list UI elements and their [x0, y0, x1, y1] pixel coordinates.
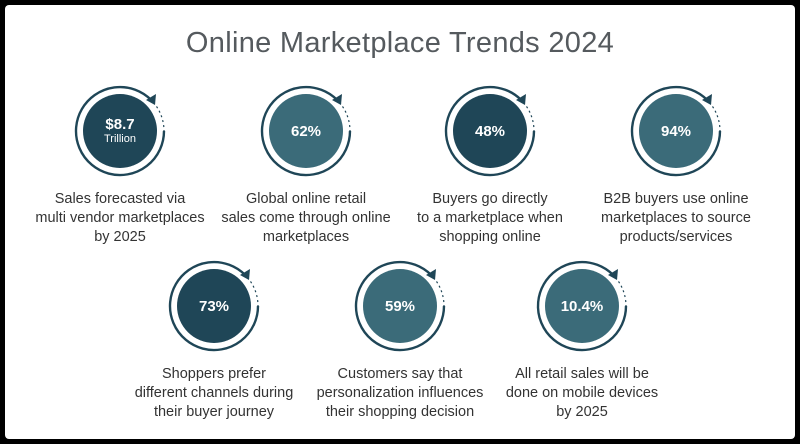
ring-arrow-icon — [536, 260, 628, 352]
stat-description: Customers say that personalization influ… — [300, 365, 500, 422]
stat-unit: Trillion — [104, 133, 136, 145]
stat-description: Shoppers prefer different channels durin… — [114, 365, 314, 422]
stat-value-disc: 73% — [177, 269, 251, 343]
stat-item-global-retail: 62% Global online retail sales come thro… — [206, 76, 406, 247]
description-line: different channels during — [134, 385, 294, 401]
stat-value: 48% — [474, 122, 506, 140]
stat-item-mobile-sales: 10.4% All retail sales will be done on m… — [482, 251, 682, 422]
ring-arrow-icon — [260, 85, 352, 177]
description-line: All retail sales will be — [515, 366, 649, 382]
description-line: marketplaces to source — [601, 210, 751, 226]
stat-item-sales-forecast: $8.7 Trillion Sales forecasted via multi… — [20, 76, 220, 247]
ring-arrow-icon — [354, 260, 446, 352]
description-line: products/services — [619, 229, 733, 245]
description-line: to a marketplace when — [417, 210, 563, 226]
description-line: their buyer journey — [153, 404, 275, 420]
stat-item-personalization: 59% Customers say that personalization i… — [300, 251, 500, 422]
stat-value-disc: 10.4% — [545, 269, 619, 343]
ring-arrow-icon — [74, 85, 166, 177]
stat-value-disc: 62% — [269, 94, 343, 168]
stat-description: Global online retail sales come through … — [206, 190, 406, 247]
stat-value-disc: 59% — [363, 269, 437, 343]
description-line: shopping online — [439, 229, 541, 245]
stat-value-disc: 48% — [453, 94, 527, 168]
progress-ring: 59% — [345, 251, 455, 361]
progress-ring: $8.7 Trillion — [65, 76, 175, 186]
stat-description: B2B buyers use online marketplaces to so… — [576, 190, 776, 247]
description-line: done on mobile devices — [505, 385, 659, 401]
stat-value: 59% — [384, 297, 416, 315]
stat-item-buyers-direct: 48% Buyers go directly to a marketplace … — [390, 76, 590, 247]
stat-value: 62% — [290, 122, 322, 140]
stat-value: 73% — [198, 297, 230, 315]
progress-ring: 73% — [159, 251, 269, 361]
stat-value: 94% — [660, 122, 692, 140]
stat-value: $8.7 — [105, 116, 135, 133]
progress-ring: 62% — [251, 76, 361, 186]
stat-description: Sales forecasted via multi vendor market… — [20, 190, 220, 247]
description-line: their shopping decision — [325, 404, 475, 420]
stat-item-b2b-buyers: 94% B2B buyers use online marketplaces t… — [576, 76, 776, 247]
description-line: Customers say that — [337, 366, 463, 382]
stat-value-disc: $8.7 Trillion — [83, 94, 157, 168]
description-line: marketplaces — [262, 229, 350, 245]
description-line: B2B buyers use online — [603, 191, 749, 207]
stat-value: 10.4% — [560, 297, 604, 315]
stat-description: All retail sales will be done on mobile … — [482, 365, 682, 422]
ring-arrow-icon — [168, 260, 260, 352]
description-line: Shoppers prefer — [162, 366, 266, 382]
description-line: personalization influences — [316, 385, 484, 401]
ring-arrow-icon — [444, 85, 536, 177]
infographic-card: Online Marketplace Trends 2024 $8.7 Tril… — [5, 5, 795, 439]
description-line: multi vendor marketplaces — [35, 210, 205, 226]
description-line: sales come through online — [221, 210, 391, 226]
ring-arrow-icon — [630, 85, 722, 177]
page-title: Online Marketplace Trends 2024 — [185, 27, 615, 59]
description-line: Sales forecasted via — [54, 191, 186, 207]
stat-item-shoppers-channels: 73% Shoppers prefer different channels d… — [114, 251, 314, 422]
description-line: Buyers go directly — [432, 191, 548, 207]
progress-ring: 94% — [621, 76, 731, 186]
description-line: by 2025 — [94, 229, 146, 245]
progress-ring: 48% — [435, 76, 545, 186]
progress-ring: 10.4% — [527, 251, 637, 361]
stat-description: Buyers go directly to a marketplace when… — [390, 190, 590, 247]
description-line: Global online retail — [245, 191, 367, 207]
stat-value-disc: 94% — [639, 94, 713, 168]
description-line: by 2025 — [556, 404, 608, 420]
